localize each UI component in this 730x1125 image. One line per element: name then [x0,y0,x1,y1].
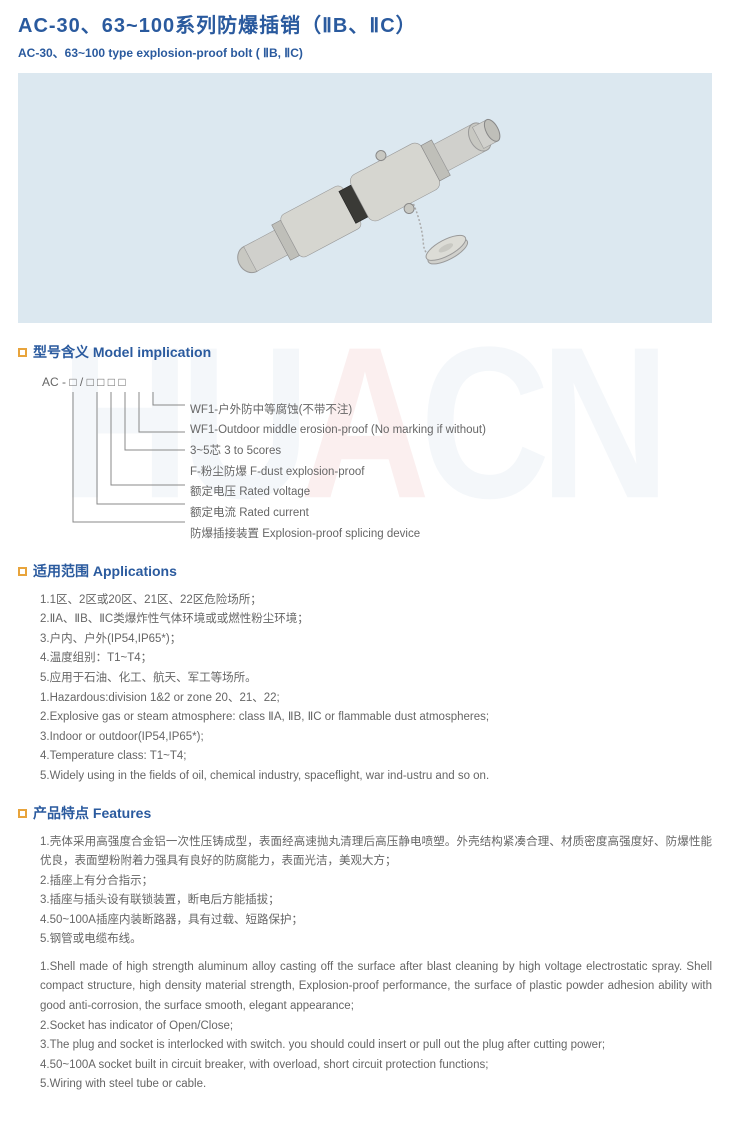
list-item: 5.应用于石油、化工、航天、军工等场所。 [40,669,712,689]
model-line: 额定电压 Rated voltage [190,482,712,503]
model-line: F-粉尘防爆 F-dust explosion-proof [190,462,712,483]
model-line-list: WF1-户外防中等腐蚀(不带不注) WF1-Outdoor middle ero… [190,372,712,545]
list-item: 5.钢管或电缆布线。 [40,930,712,950]
list-item: 5.Wiring with steel tube or cable. [40,1075,712,1095]
list-item: 4.温度组别：T1~T4； [40,649,712,669]
list-item: 2.Socket has indicator of Open/Close; [40,1017,712,1037]
section-model-heading: 型号含义 Model implication [18,341,712,363]
model-line: WF1-Outdoor middle erosion-proof (No mar… [190,420,712,441]
page-title-en: AC-30、63~100 type explosion-proof bolt (… [18,44,712,63]
list-item: 1.Hazardous:division 1&2 or zone 20、21、2… [40,689,712,709]
section-apps-heading: 适用范围 Applications [18,560,712,582]
list-item: 3.户内、户外(IP54,IP65*)； [40,630,712,650]
list-item: 3.插座与插头设有联锁装置，断电后方能插拔； [40,891,712,911]
bullet-icon [18,567,27,576]
list-item: 1.Shell made of high strength aluminum a… [40,958,712,1017]
list-item: 5.Widely using in the fields of oil, che… [40,767,712,787]
product-image [18,73,712,323]
list-item: 2.插座上有分合指示； [40,872,712,892]
list-item: 3.The plug and socket is interlocked wit… [40,1036,712,1056]
svg-text:AC - □ / □ □ □ □: AC - □ / □ □ □ □ [42,375,126,389]
model-line: 3~5芯 3 to 5cores [190,441,712,462]
list-item: 2.ⅡA、ⅡB、ⅡC类爆炸性气体环境或或燃性粉尘环境； [40,610,712,630]
list-item: 4.Temperature class: T1~T4; [40,747,712,767]
list-item: 3.Indoor or outdoor(IP54,IP65*); [40,728,712,748]
list-item: 4.50~100A socket built in circuit breake… [40,1056,712,1076]
device-illustration [155,98,575,298]
model-line: 额定电流 Rated current [190,503,712,524]
page-title-cn: AC-30、63~100系列防爆插销（ⅡB、ⅡC） [18,10,712,42]
model-line: WF1-户外防中等腐蚀(不带不注) [190,400,712,421]
list-item: 1.壳体采用高强度合金铝一次性压铸成型，表面经高速抛丸清理后高压静电喷塑。外壳结… [40,833,712,872]
list-item: 1.1区、2区或20区、21区、22区危险场所； [40,591,712,611]
model-line: 防爆插接装置 Explosion-proof splicing device [190,524,712,545]
bullet-icon [18,348,27,357]
section-feat-heading: 产品特点 Features [18,802,712,824]
list-item: 4.50~100A插座内装断路器，具有过载、短路保护； [40,911,712,931]
bullet-icon [18,809,27,818]
model-code-diagram: AC - □ / □ □ □ □ [40,372,190,545]
list-item: 2.Explosive gas or steam atmosphere: cla… [40,708,712,728]
applications-list: 1.1区、2区或20区、21区、22区危险场所； 2.ⅡA、ⅡB、ⅡC类爆炸性气… [40,591,712,786]
